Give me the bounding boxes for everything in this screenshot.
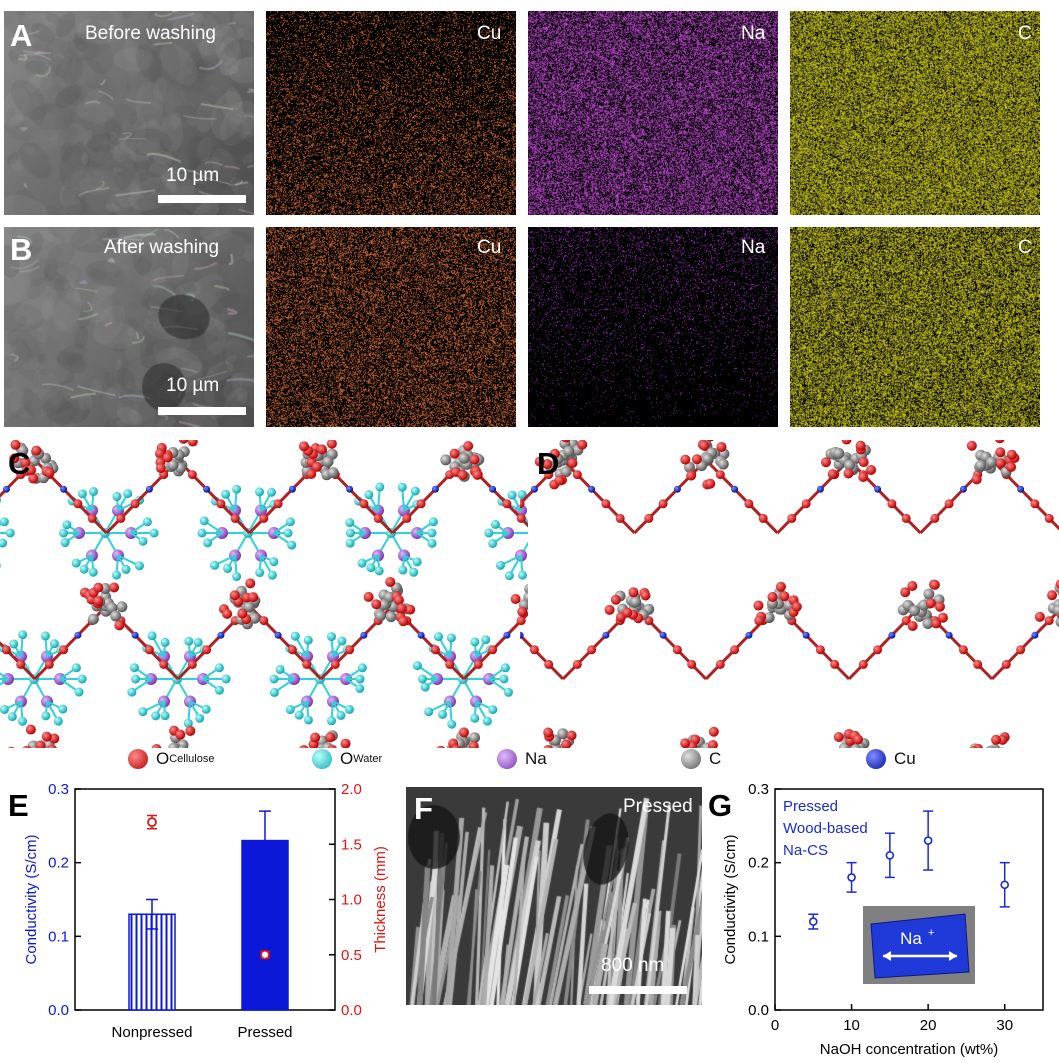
y-axis-label: Conductivity (S/cm): [23, 834, 40, 964]
scalebar-a-label: 10 µm: [166, 165, 220, 186]
panel-label-e: E: [8, 788, 29, 823]
eds-label-a-cu: Cu: [477, 23, 502, 44]
panel-label-b: B: [10, 232, 33, 267]
eds-label-b-cu: Cu: [477, 237, 502, 258]
legend-o-water-sub: Water: [353, 753, 383, 765]
sem-image-pressed: [406, 787, 702, 1005]
y-tick-label: 0.2: [48, 855, 69, 872]
data-point: [808, 917, 818, 926]
legend-o-water-name: O: [340, 749, 354, 768]
sem-image-after-washing: [4, 227, 254, 427]
x-tick-label: 30: [996, 1017, 1013, 1034]
y-tick-label: 0.1: [48, 928, 69, 945]
cu-ball-icon: [866, 749, 886, 769]
crystal-structure-diagrams: [0, 440, 1059, 748]
bar-conductivity-pressed: [241, 839, 289, 1011]
point-thickness-pressed: [260, 949, 270, 960]
panel-b-title: After washing: [104, 237, 220, 258]
eds-label-a-c: C: [1018, 23, 1032, 44]
inset-ion-charge: +: [928, 927, 934, 939]
data-point: [1000, 880, 1010, 890]
eds-map-a-c: [790, 11, 1040, 215]
panel-label-g: G: [708, 788, 733, 823]
legend-o-cellulose-sub: Cellulose: [169, 753, 215, 765]
y2-tick-label: 2.0: [341, 781, 362, 798]
data-point: [885, 851, 895, 860]
annotation-line: Na-CS: [783, 842, 828, 859]
eds-map-a-cu: [266, 11, 516, 215]
sem-image-before-washing: [4, 11, 254, 215]
y2-tick-label: 0.5: [341, 947, 362, 964]
inset-ion-label: Na: [900, 929, 922, 948]
legend-cu-name: Cu: [894, 749, 916, 768]
legend-na-name: Na: [525, 749, 547, 768]
eds-label-b-na: Na: [741, 237, 766, 258]
eds-map-b-na: [528, 227, 778, 427]
legend-na: Na: [497, 749, 547, 769]
panel-label-c: C: [8, 446, 31, 481]
x-tick-label: 0: [771, 1017, 779, 1034]
point-thickness-nonpressed: [147, 817, 157, 828]
x-tick-label: 10: [843, 1017, 860, 1034]
inset-film-shape: [870, 913, 970, 979]
y-tick-label: 0.3: [748, 781, 769, 798]
y-tick-label: 0.2: [748, 855, 769, 872]
x-axis-label: NaOH concentration (wt%): [820, 1041, 998, 1058]
annotation-line: Pressed: [783, 798, 838, 815]
chart-conductivity-thickness: Nonpressed Pressed 0.0 0.1 0.2 0.3 0.0 0.5 1.0 1.…: [23, 781, 389, 1041]
panel-a-title: Before washing: [85, 23, 216, 44]
eds-map-a-na: [528, 11, 778, 215]
legend-cu: Cu: [866, 749, 916, 769]
panel-label-a: A: [10, 18, 33, 53]
y-tick-label: 0.0: [748, 1002, 769, 1019]
eds-map-b-c: [790, 227, 1040, 427]
data-point: [847, 873, 856, 882]
o-water-ball-icon: [312, 749, 332, 769]
scalebar-a: [158, 195, 246, 203]
arrowhead-left-icon: [883, 951, 891, 961]
data-point: [923, 836, 933, 845]
y-tick-label: 0.0: [48, 1002, 69, 1019]
scalebar-b: [158, 407, 246, 415]
legend-c: C: [681, 749, 721, 769]
x-tick-label: Nonpressed: [112, 1024, 193, 1041]
y2-axis-label: Thickness (mm): [372, 846, 389, 953]
y-tick-label: 0.1: [748, 928, 769, 945]
c-ball-icon: [681, 749, 701, 769]
panel-label-f: F: [414, 791, 433, 826]
na-ball-icon: [497, 749, 517, 769]
arrowhead-right-icon: [949, 951, 957, 961]
x-tick-label: Pressed: [237, 1024, 292, 1041]
legend-o-water: O Water: [312, 749, 382, 769]
scalebar-f-label: 800 nm: [601, 955, 665, 976]
y2-tick-label: 1.0: [341, 892, 362, 909]
y2-tick-label: 1.5: [341, 836, 362, 853]
panel-f-title: Pressed: [623, 796, 693, 817]
y2-tick-label: 0.0: [341, 1002, 362, 1019]
chart-conductivity-vs-naoh: 0 10 20 30 0.0 0.1 0.2 0.3 Pressed Wood-based Na-C…: [722, 781, 1044, 1058]
annotation-line: Wood-based: [783, 820, 868, 837]
scalebar-b-label: 10 µm: [166, 375, 220, 396]
legend-o-cellulose: O Cellulose: [128, 749, 214, 769]
structure-after-washing: [520, 440, 1059, 748]
eds-label-a-na: Na: [741, 23, 766, 44]
structure-with-water-and-sodium: [0, 440, 528, 748]
panel-label-d: D: [537, 446, 560, 481]
eds-map-b-cu: [266, 227, 516, 427]
y-axis-label: Conductivity (S/cm): [722, 834, 739, 964]
x-tick-label: 20: [920, 1017, 937, 1034]
scalebar-f: [589, 986, 687, 994]
eds-label-b-c: C: [1018, 237, 1032, 258]
legend-c-name: C: [709, 749, 722, 768]
o-cellulose-ball-icon: [128, 749, 148, 769]
bar-conductivity-nonpressed: [128, 913, 176, 1011]
legend-o-cellulose-name: O: [156, 749, 170, 768]
y-tick-label: 0.3: [48, 781, 69, 798]
